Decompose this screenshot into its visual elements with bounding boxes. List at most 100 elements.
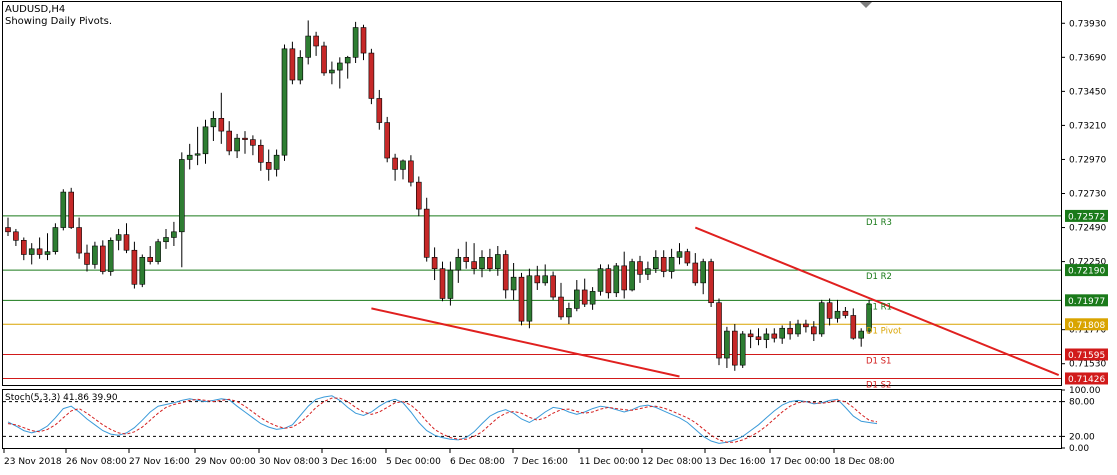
bear-candle <box>471 261 477 269</box>
bull-candle <box>234 137 240 152</box>
bull-candle <box>171 231 177 238</box>
bull-candle <box>613 265 620 294</box>
stoch-panel-frame <box>2 389 1062 449</box>
pivot-label: D1 S1 <box>866 357 891 367</box>
bear-candle <box>637 261 643 275</box>
bear-candle <box>747 333 754 338</box>
pivot-price-tag <box>1065 372 1108 385</box>
pivot-price-tag <box>1065 318 1108 331</box>
bull-candle <box>700 261 707 284</box>
pivot-labels: D1 R3 0.72572 D1 R2 0.72190 D1 R1 0.71977 D1 P… <box>866 209 1108 390</box>
pivot-label: D1 Pivot <box>866 326 902 336</box>
bear-candle <box>36 248 43 255</box>
time-tick-label: 7 Dec 16:00 <box>513 457 568 467</box>
bear-candle <box>621 265 628 291</box>
bear-candle <box>423 208 430 258</box>
bull-candle <box>542 275 549 284</box>
trendline[interactable] <box>371 307 680 378</box>
bull-candle <box>455 257 462 271</box>
bull-candle <box>281 48 288 156</box>
time-tick-label: 3 Dec 16:00 <box>322 457 377 467</box>
pivot-price-tag <box>1065 348 1108 361</box>
bear-candle <box>84 252 90 265</box>
trendline[interactable] <box>694 226 1060 376</box>
bear-candle <box>226 130 232 152</box>
bull-candle <box>447 269 454 299</box>
bear-candle <box>463 257 470 262</box>
bull-candle <box>400 160 406 170</box>
time-tick-label: 13 Dec 16:00 <box>705 457 766 467</box>
price-tick-label: 0.72730 <box>1069 190 1106 200</box>
bear-candle <box>787 327 793 335</box>
bull-candle <box>28 248 35 255</box>
time-axis: 23 Nov 2018 26 Nov 08:00 27 Nov 16:00 29 No… <box>3 449 895 467</box>
bull-candle <box>107 240 114 272</box>
bear-candle <box>660 257 667 272</box>
trendlines[interactable] <box>371 226 1060 378</box>
price-tick-label: 0.71530 <box>1069 360 1106 370</box>
bear-candle <box>218 118 225 132</box>
pivot-price-value: 0.71595 <box>1068 351 1105 361</box>
bear-candle <box>731 330 738 366</box>
bear-candle <box>826 302 833 319</box>
bull-candle <box>779 327 786 339</box>
bull-candle <box>597 268 604 292</box>
bear-candle <box>265 161 272 170</box>
bear-candle <box>321 45 327 74</box>
bear-candle <box>439 268 446 299</box>
pivot-price-value: 0.72572 <box>1068 212 1105 222</box>
bear-candle <box>250 139 256 146</box>
pivot-label: D1 R2 <box>866 272 892 282</box>
bull-candle <box>163 237 169 243</box>
price-tick-label: 0.71770 <box>1069 326 1106 336</box>
bear-candle <box>415 181 422 210</box>
bull-candle <box>834 310 841 319</box>
bear-candle <box>692 262 699 284</box>
bull-candle <box>139 257 146 285</box>
time-tick-label: 30 Nov 08:00 <box>259 457 320 467</box>
pivot-price-tag <box>1065 209 1108 222</box>
bull-candle <box>645 268 651 275</box>
stoch-signal-line <box>7 397 878 443</box>
bull-candle <box>652 257 659 269</box>
stoch-title: Stoch(5,3,3) 41.86 39.90 <box>5 393 118 403</box>
bear-candle <box>68 191 74 228</box>
time-tick-label: 12 Dec 08:00 <box>642 457 703 467</box>
bull-candle <box>297 57 304 81</box>
chart-shift-marker-icon[interactable] <box>860 2 872 8</box>
bear-candle <box>534 275 541 284</box>
price-axis: 0.73930 0.73690 0.73450 0.73210 0.72970 0.727… <box>1061 19 1106 370</box>
bull-candle <box>273 154 280 170</box>
time-tick-label: 6 Dec 08:00 <box>450 457 505 467</box>
bull-candle <box>155 241 161 262</box>
bull-candle <box>479 257 485 269</box>
bear-candle <box>76 227 82 254</box>
bear-candle <box>376 98 383 123</box>
time-tick-label: 26 Nov 08:00 <box>66 457 127 467</box>
bear-candle <box>803 323 809 328</box>
bull-candle <box>352 27 359 58</box>
bull-candle <box>194 153 201 156</box>
bear-candle <box>131 249 138 285</box>
bear-candle <box>850 315 857 339</box>
bull-candle <box>179 159 185 233</box>
bear-candle <box>392 157 398 170</box>
time-tick-label: 11 Dec 00:00 <box>579 457 640 467</box>
bull-candle <box>329 69 335 74</box>
bull-candle <box>305 35 312 58</box>
pivot-price-value: 0.71426 <box>1068 375 1105 385</box>
time-tick-label: 18 Dec 08:00 <box>834 457 895 467</box>
pivot-price-value: 0.71977 <box>1068 297 1105 307</box>
bear-candle <box>810 326 817 335</box>
bear-candle <box>842 310 849 316</box>
bear-candle <box>5 227 11 233</box>
stoch-tick-label: 80.00 <box>1069 398 1095 408</box>
bull-candle <box>44 251 51 255</box>
bull-candle <box>60 191 67 228</box>
pivot-price-tag <box>1065 294 1108 307</box>
stoch-tick-label: 0.00 <box>1069 444 1089 454</box>
bull-candle <box>858 330 865 339</box>
price-tick-label: 0.73210 <box>1069 121 1106 131</box>
